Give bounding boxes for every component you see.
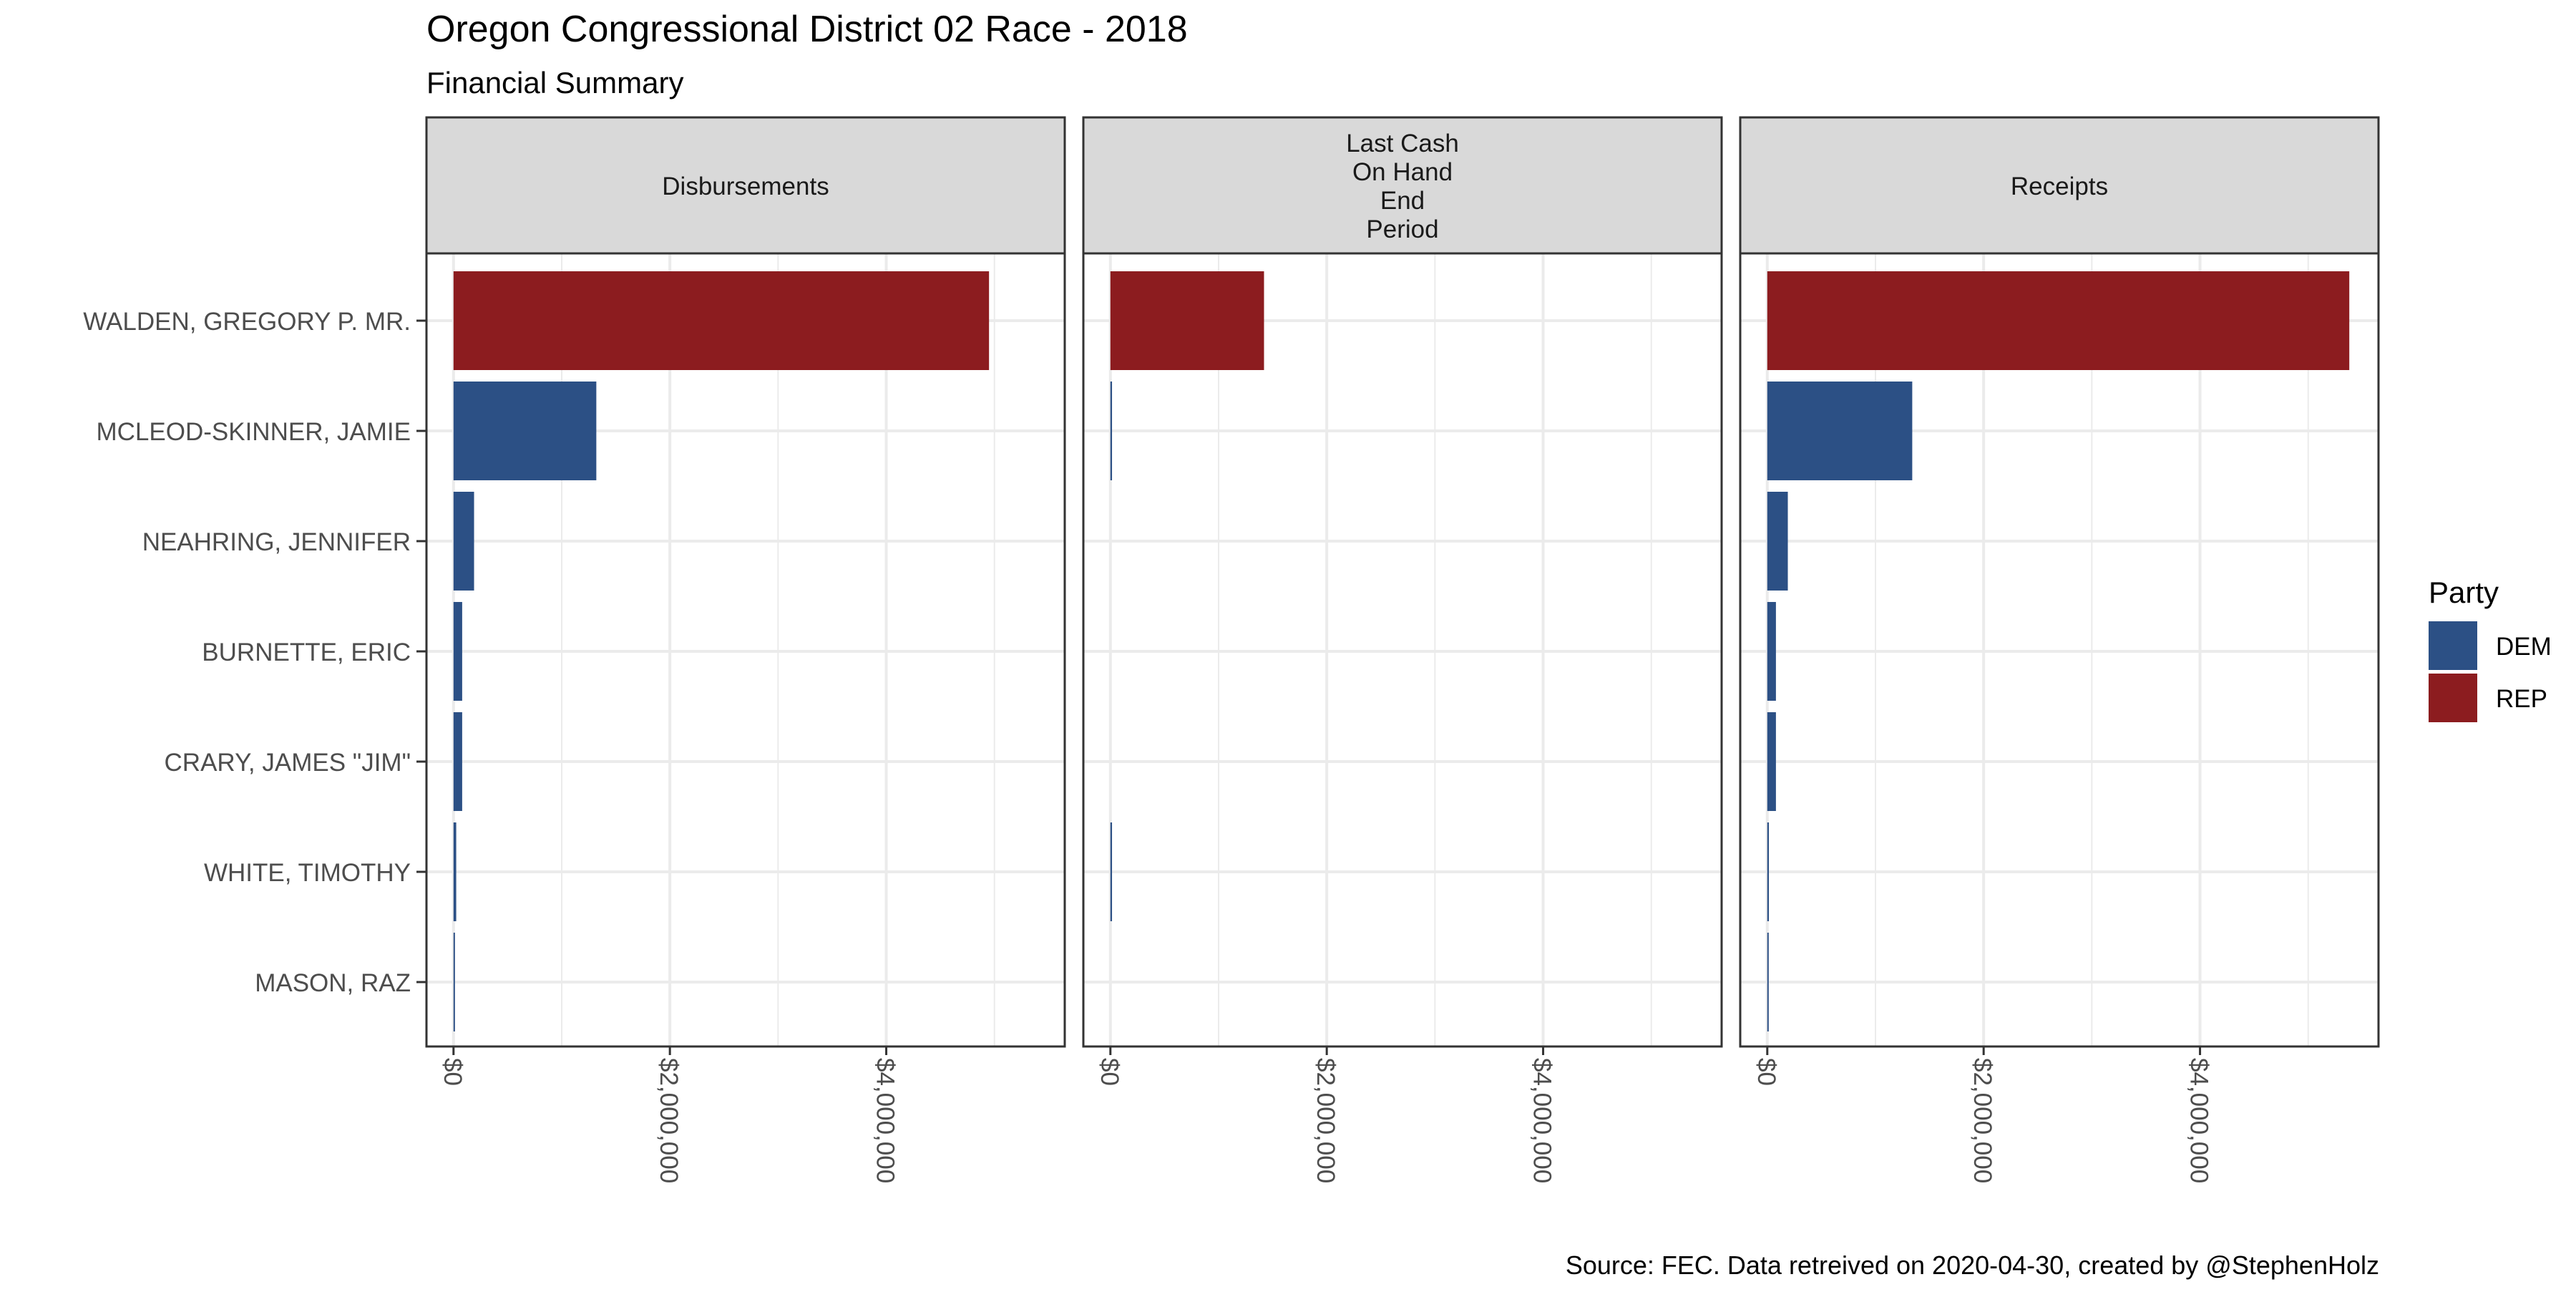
y-tick-label: BURNETTE, ERIC xyxy=(202,638,411,666)
facet-strip-label: On Hand xyxy=(1352,158,1453,186)
bar xyxy=(1767,933,1769,1031)
bar xyxy=(453,382,597,480)
bar xyxy=(1767,271,2350,370)
y-tick-label: CRARY, JAMES "JIM" xyxy=(165,749,411,777)
y-tick-label: WALDEN, GREGORY P. MR. xyxy=(83,308,411,336)
bar xyxy=(453,933,455,1031)
bar xyxy=(1767,382,1913,480)
panel-border xyxy=(1739,252,2380,1048)
facet-strip-label: Period xyxy=(1366,215,1438,243)
legend-label: REP xyxy=(2496,685,2547,713)
legend-key-rep xyxy=(2429,674,2477,722)
bar xyxy=(453,271,990,370)
x-tick-label: $2,000,000 xyxy=(1312,1058,1340,1183)
facet-strip-label: Disbursements xyxy=(662,173,829,200)
x-tick-label: $0 xyxy=(1752,1058,1780,1086)
y-tick-label: MASON, RAZ xyxy=(255,969,411,997)
bar xyxy=(453,602,462,701)
x-tick-label: $2,000,000 xyxy=(1968,1058,1996,1183)
panel-border xyxy=(425,252,1066,1048)
facet-strip-label: End xyxy=(1380,187,1425,215)
legend-key-dem xyxy=(2429,621,2477,670)
bar xyxy=(1767,822,1770,921)
chart-caption: Source: FEC. Data retreived on 2020-04-3… xyxy=(1566,1250,2379,1280)
x-tick-label: $4,000,000 xyxy=(2185,1058,2213,1183)
chart-title: Oregon Congressional District 02 Race - … xyxy=(426,9,1188,50)
x-tick-label: $2,000,000 xyxy=(655,1058,683,1183)
x-tick-label: $4,000,000 xyxy=(1528,1058,1556,1183)
facet-strip-label: Last Cash xyxy=(1346,130,1459,157)
bar xyxy=(453,492,474,591)
facet-strip xyxy=(1082,116,1723,255)
y-tick-label: MCLEOD-SKINNER, JAMIE xyxy=(97,418,411,446)
x-tick-label: $0 xyxy=(439,1058,467,1086)
y-tick-label: WHITE, TIMOTHY xyxy=(204,859,411,887)
bar xyxy=(1110,382,1113,480)
bar xyxy=(1767,602,1776,701)
legend-label: DEM xyxy=(2496,633,2552,661)
bar xyxy=(1767,492,1788,591)
bar xyxy=(1767,712,1776,811)
bar xyxy=(453,712,462,811)
x-tick-label: $0 xyxy=(1096,1058,1123,1086)
facet-strip xyxy=(1739,116,2380,255)
x-tick-label: $4,000,000 xyxy=(872,1058,899,1183)
bar xyxy=(1110,822,1113,921)
bar xyxy=(453,822,457,921)
legend-title: Party xyxy=(2429,575,2499,609)
chart-subtitle: Financial Summary xyxy=(426,66,683,99)
y-tick-label: NEAHRING, JENNIFER xyxy=(142,528,411,556)
facet-strip-label: Receipts xyxy=(2011,173,2108,200)
panel-border xyxy=(1082,252,1723,1048)
bar xyxy=(1110,271,1264,370)
